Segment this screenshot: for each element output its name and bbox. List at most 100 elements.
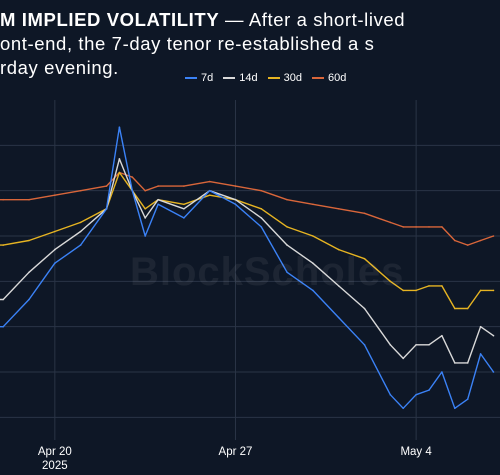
data-point-60d-11 [234,185,237,187]
series-14d [0,158,495,364]
data-point-14d-12 [260,217,263,219]
series-7d [0,126,495,410]
data-point-14d-1 [28,271,30,274]
data-point-30d-7 [144,208,146,210]
data-point-60d-21 [441,226,443,228]
x-tick-label-2: May 4 [400,446,432,458]
data-point-30d-14 [312,235,314,237]
data-point-60d-2 [54,194,56,196]
data-point-7d-7 [144,235,146,237]
data-point-60d-18 [402,226,405,228]
data-point-30d-17 [389,280,392,283]
data-point-7d-8 [157,203,159,206]
data-point-30d-0 [2,244,4,246]
data-point-60d-20 [428,226,430,228]
series-60d [0,171,495,246]
data-point-30d-24 [479,289,482,292]
data-point-60d-15 [337,208,340,210]
data-point-7d-1 [28,298,30,301]
data-point-60d-9 [183,185,185,187]
legend-swatch-7d [185,77,197,79]
data-point-60d-8 [157,185,159,187]
data-point-60d-3 [79,189,82,192]
data-point-7d-24 [479,353,482,355]
data-point-60d-4 [105,185,108,187]
legend-label-30d: 30d [283,72,302,84]
data-point-7d-4 [105,208,108,210]
data-point-60d-23 [466,244,469,246]
headline-line-2: ont-end, the 7-day tenor re-established … [0,33,375,54]
data-point-60d-10 [208,180,211,183]
data-point-14d-18 [402,357,405,360]
legend-swatch-60d [311,77,324,79]
data-point-14d-19 [415,344,417,346]
data-point-14d-16 [363,307,366,310]
data-point-30d-9 [183,203,185,206]
data-point-30d-1 [28,239,30,242]
data-point-60d-16 [363,212,366,215]
data-point-60d-0 [2,198,4,201]
data-point-30d-19 [415,289,417,292]
data-point-14d-24 [479,325,482,328]
data-point-7d-3 [79,244,82,246]
data-point-60d-19 [415,226,417,228]
headline-line-1: M IMPLIED VOLATILITY — After a short-liv… [0,8,500,32]
data-point-7d-23 [466,398,469,401]
series-line-60d [0,171,494,246]
data-point-7d-19 [415,393,417,396]
data-point-30d-20 [428,285,430,287]
data-point-30d-16 [363,257,366,260]
data-point-14d-5 [118,158,121,160]
watermark-logo: BlockScholes [130,250,405,294]
data-point-7d-13 [286,271,288,274]
data-point-7d-21 [441,371,443,373]
data-point-30d-21 [441,285,443,287]
data-point-60d-6 [131,176,134,178]
data-point-30d-10 [208,194,211,196]
legend-item-30d[interactable]: 30d [267,72,302,84]
data-point-14d-7 [144,217,146,219]
data-point-14d-23 [466,362,469,364]
data-point-14d-20 [428,344,430,346]
data-point-14d-0 [2,298,4,301]
x-tick-year-0: 2025 [42,460,68,472]
data-point-30d-5 [118,171,121,174]
legend-label-14d: 14d [239,72,258,84]
x-tick-label-1: Apr 27 [218,446,253,458]
data-point-14d-9 [183,208,185,210]
legend-item-14d[interactable]: 14d [223,72,258,84]
data-point-7d-10 [208,189,211,192]
data-point-14d-2 [54,248,56,251]
data-point-14d-22 [454,362,456,364]
data-point-30d-12 [260,208,263,210]
data-point-30d-25 [492,289,495,292]
legend-item-7d[interactable]: 7d [185,72,213,84]
data-point-60d-13 [286,198,288,201]
data-point-14d-11 [234,198,237,201]
data-point-14d-15 [337,285,340,287]
data-point-60d-22 [454,239,456,242]
legend-item-60d[interactable]: 60d [311,72,347,84]
data-point-7d-6 [131,189,134,192]
legend-label-7d: 7d [201,72,214,84]
data-point-7d-9 [183,217,185,219]
data-point-7d-2 [54,262,56,265]
data-point-14d-17 [389,344,392,346]
gridlines [0,100,500,440]
legend-label-60d: 60d [327,72,347,84]
data-point-7d-11 [234,203,237,206]
legend-swatch-14d [223,77,236,79]
data-point-30d-22 [454,307,456,310]
data-point-30d-18 [402,289,405,292]
data-point-60d-1 [28,198,30,201]
data-point-60d-17 [389,221,392,224]
data-point-30d-2 [54,230,56,233]
data-point-7d-17 [389,393,392,396]
data-point-7d-0 [2,325,4,328]
data-point-14d-25 [492,334,495,337]
data-point-7d-20 [428,389,430,391]
data-point-60d-25 [492,235,495,237]
data-point-30d-3 [79,221,82,224]
data-point-7d-22 [454,407,456,410]
